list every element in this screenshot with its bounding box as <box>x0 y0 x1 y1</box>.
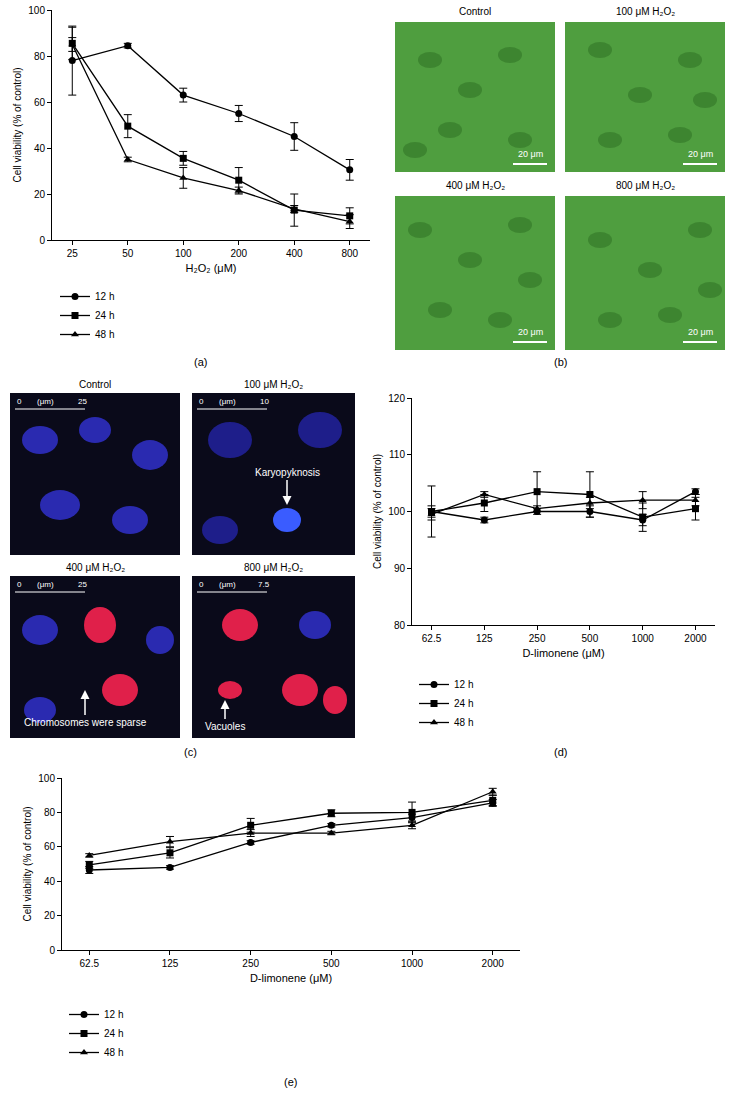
svg-text:800: 800 <box>341 248 358 259</box>
svg-text:400: 400 <box>286 248 303 259</box>
svg-text:0: 0 <box>199 580 204 589</box>
svg-text:Control: Control <box>79 379 111 390</box>
svg-text:48 h: 48 h <box>104 1047 123 1058</box>
svg-text:48 h: 48 h <box>95 329 114 340</box>
svg-text:0: 0 <box>17 397 22 406</box>
svg-text:20 μm: 20 μm <box>688 149 713 159</box>
svg-text:20: 20 <box>34 189 46 200</box>
svg-text:D-limonene (μM): D-limonene (μM) <box>522 647 604 659</box>
svg-text:62.5: 62.5 <box>80 958 100 969</box>
svg-text:80: 80 <box>34 51 46 62</box>
svg-text:100: 100 <box>175 248 192 259</box>
svg-text:(μm): (μm) <box>37 397 54 406</box>
svg-text:125: 125 <box>476 633 493 644</box>
svg-text:100 μM H₂O₂: 100 μM H₂O₂ <box>244 379 303 390</box>
svg-text:0: 0 <box>199 397 204 406</box>
svg-text:100: 100 <box>38 773 55 784</box>
svg-text:250: 250 <box>529 633 546 644</box>
svg-text:60: 60 <box>44 841 56 852</box>
svg-text:110: 110 <box>389 449 405 460</box>
svg-text:H₂O₂ (μM): H₂O₂ (μM) <box>186 262 237 274</box>
svg-text:400 μM H₂O₂: 400 μM H₂O₂ <box>66 562 125 573</box>
svg-text:20 μm: 20 μm <box>518 149 543 159</box>
svg-text:800 μM H₂O₂: 800 μM H₂O₂ <box>616 180 675 191</box>
svg-text:400 μM H₂O₂: 400 μM H₂O₂ <box>446 180 505 191</box>
svg-text:12 h: 12 h <box>95 291 114 302</box>
svg-text:200: 200 <box>230 248 247 259</box>
svg-text:(μm): (μm) <box>219 580 236 589</box>
svg-text:24 h: 24 h <box>454 698 473 709</box>
svg-text:12 h: 12 h <box>104 1009 123 1020</box>
svg-text:25: 25 <box>78 397 87 406</box>
svg-text:(d): (d) <box>554 746 567 758</box>
svg-text:25: 25 <box>67 248 79 259</box>
svg-text:62.5: 62.5 <box>422 633 442 644</box>
svg-text:100: 100 <box>28 5 45 16</box>
svg-text:24 h: 24 h <box>104 1028 123 1039</box>
svg-text:0: 0 <box>49 945 55 956</box>
svg-text:48 h: 48 h <box>454 717 473 728</box>
svg-text:Cell viability (% of control): Cell viability (% of control) <box>372 454 383 569</box>
svg-text:Chromosomes were sparse: Chromosomes were sparse <box>24 717 147 728</box>
svg-text:D-limonene (μM): D-limonene (μM) <box>250 972 332 984</box>
svg-text:20 μm: 20 μm <box>688 327 713 337</box>
svg-text:(μm): (μm) <box>37 580 54 589</box>
svg-text:Vacuoles: Vacuoles <box>205 721 245 732</box>
svg-text:80: 80 <box>44 807 56 818</box>
svg-text:1000: 1000 <box>401 958 424 969</box>
svg-text:12 h: 12 h <box>454 679 473 690</box>
svg-text:100: 100 <box>388 506 405 517</box>
svg-text:40: 40 <box>34 143 46 154</box>
svg-text:80: 80 <box>394 620 406 631</box>
svg-text:800 μM H₂O₂: 800 μM H₂O₂ <box>244 562 303 573</box>
svg-text:Control: Control <box>459 6 491 17</box>
svg-text:0: 0 <box>39 235 45 246</box>
svg-text:500: 500 <box>323 958 340 969</box>
svg-text:500: 500 <box>582 633 599 644</box>
svg-text:(e): (e) <box>284 1076 297 1088</box>
svg-text:Karyopyknosis: Karyopyknosis <box>255 467 320 478</box>
svg-text:90: 90 <box>394 563 406 574</box>
svg-text:2000: 2000 <box>684 633 707 644</box>
svg-text:100 μM H₂O₂: 100 μM H₂O₂ <box>616 6 675 17</box>
svg-text:50: 50 <box>122 248 134 259</box>
svg-text:Cell viability (% of control): Cell viability (% of control) <box>12 67 23 182</box>
svg-text:40: 40 <box>44 876 56 887</box>
svg-text:125: 125 <box>162 958 179 969</box>
svg-text:250: 250 <box>242 958 259 969</box>
svg-text:20 μm: 20 μm <box>518 327 543 337</box>
svg-text:24 h: 24 h <box>95 310 114 321</box>
svg-text:25: 25 <box>78 580 87 589</box>
svg-text:0: 0 <box>17 580 22 589</box>
svg-text:7.5: 7.5 <box>258 580 270 589</box>
svg-text:(a): (a) <box>194 356 207 368</box>
svg-text:(μm): (μm) <box>219 397 236 406</box>
svg-text:10: 10 <box>260 397 269 406</box>
svg-text:120: 120 <box>388 393 405 404</box>
svg-text:60: 60 <box>34 97 46 108</box>
svg-text:2000: 2000 <box>482 958 505 969</box>
svg-text:Cell viability (% of control): Cell viability (% of control) <box>22 806 33 921</box>
svg-text:(c): (c) <box>184 746 197 758</box>
svg-text:1000: 1000 <box>632 633 655 644</box>
svg-text:20: 20 <box>44 910 56 921</box>
svg-text:(b): (b) <box>554 356 567 368</box>
